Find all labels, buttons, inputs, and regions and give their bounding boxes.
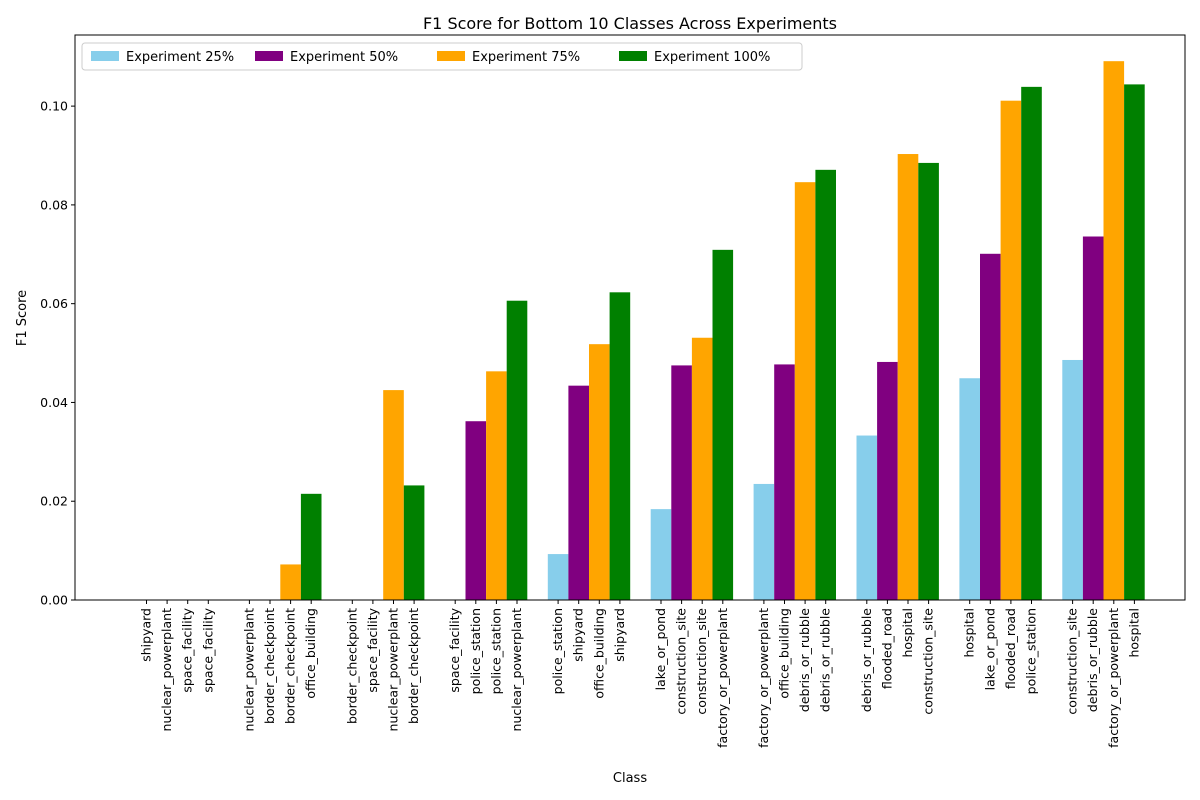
x-tick-label: border_checkpoint bbox=[262, 608, 277, 724]
x-tick-label: office_building bbox=[591, 608, 606, 699]
bar bbox=[774, 364, 795, 600]
x-tick-label: flooded_road bbox=[1003, 608, 1018, 689]
bar bbox=[918, 162, 939, 601]
x-tick-label: construction_site bbox=[694, 608, 709, 715]
x-tick-label: construction_site bbox=[921, 608, 936, 715]
x-tick-label: nuclear_powerplant bbox=[509, 608, 524, 732]
x-tick-label: space_facility bbox=[447, 607, 462, 692]
bar bbox=[794, 182, 816, 600]
x-tick-label: factory_or_powerplant bbox=[1106, 608, 1121, 748]
x-tick-label: nuclear_powerplant bbox=[241, 608, 256, 732]
x-tick-label: lake_or_pond bbox=[982, 608, 997, 690]
bar bbox=[1082, 236, 1104, 600]
bar bbox=[506, 300, 528, 600]
legend: Experiment 25% Experiment 50% Experiment 7… bbox=[81, 42, 803, 71]
bar bbox=[897, 154, 919, 600]
x-tick-label: factory_or_powerplant bbox=[756, 608, 771, 748]
y-tick-label: 0.08 bbox=[40, 197, 68, 212]
x-tick-label: border_checkpoint bbox=[344, 608, 359, 724]
legend-swatch bbox=[91, 51, 119, 61]
x-tick-label: debris_or_rubble bbox=[818, 608, 833, 712]
bar bbox=[609, 292, 631, 600]
x-tick-label: flooded_road bbox=[879, 608, 894, 689]
bar bbox=[980, 253, 1001, 601]
x-tick-label: debris_or_rubble bbox=[1085, 608, 1100, 712]
y-ticks-group: 0.00 0.02 0.04 0.06 0.08 0.10 bbox=[40, 99, 75, 608]
bar bbox=[465, 421, 487, 600]
bar bbox=[568, 385, 589, 600]
bar bbox=[1021, 86, 1042, 601]
legend-label: Experiment 100% bbox=[654, 50, 770, 65]
x-tick-label: border_checkpoint bbox=[283, 608, 298, 724]
bar bbox=[1124, 84, 1145, 600]
x-tick-label: shipyard bbox=[612, 608, 627, 662]
bar bbox=[877, 361, 898, 600]
bars-group bbox=[280, 61, 1145, 601]
y-tick-label: 0.04 bbox=[40, 395, 68, 410]
bar bbox=[280, 564, 301, 600]
bar bbox=[815, 169, 836, 600]
legend-swatch bbox=[619, 51, 647, 61]
bar bbox=[691, 337, 713, 600]
legend-label: Experiment 50% bbox=[290, 50, 398, 65]
x-tick-label: construction_site bbox=[1065, 608, 1080, 715]
legend-label: Experiment 25% bbox=[126, 50, 234, 65]
x-tick-label: police_station bbox=[488, 608, 503, 694]
x-tick-label: police_station bbox=[468, 608, 483, 694]
bar bbox=[300, 493, 322, 600]
x-tick-label: hospital bbox=[900, 608, 915, 658]
y-tick-label: 0.00 bbox=[40, 593, 68, 608]
bar bbox=[547, 554, 569, 600]
x-tick-label: shipyard bbox=[571, 608, 586, 662]
bar bbox=[671, 365, 692, 600]
x-tick-label: factory_or_powerplant bbox=[715, 608, 730, 748]
bar bbox=[1062, 359, 1083, 600]
x-tick-label: space_facility bbox=[200, 607, 215, 692]
bar bbox=[589, 344, 610, 600]
bar bbox=[712, 249, 734, 600]
x-tick-label: space_facility bbox=[180, 607, 195, 692]
x-tick-label: nuclear_powerplant bbox=[159, 608, 174, 732]
x-tick-label: office_building bbox=[303, 608, 318, 699]
y-axis-label: F1 Score bbox=[15, 290, 30, 346]
bar bbox=[383, 390, 404, 600]
x-tick-label: space_facility bbox=[365, 607, 380, 692]
x-tick-label: lake_or_pond bbox=[653, 608, 668, 690]
legend-swatch bbox=[255, 51, 283, 61]
x-ticks-group: shipyard nuclear_powerplant border_checkpo… bbox=[139, 600, 1141, 748]
x-tick-label: police_station bbox=[550, 608, 565, 694]
x-tick-label: construction_site bbox=[674, 608, 689, 715]
y-tick-label: 0.10 bbox=[40, 99, 68, 114]
bar bbox=[1103, 61, 1125, 601]
bar bbox=[403, 485, 425, 600]
y-tick-label: 0.06 bbox=[40, 296, 68, 311]
bar bbox=[486, 371, 507, 600]
x-tick-label: border_checkpoint bbox=[406, 608, 421, 724]
x-tick-label: debris_or_rubble bbox=[859, 608, 874, 712]
bar bbox=[753, 483, 775, 600]
x-tick-label: office_building bbox=[777, 608, 792, 699]
bar bbox=[959, 378, 980, 600]
bar bbox=[650, 509, 672, 600]
plot-frame bbox=[74, 34, 1186, 601]
x-tick-label: police_station bbox=[1024, 608, 1039, 694]
y-tick-label: 0.02 bbox=[40, 494, 68, 509]
x-tick-label: hospital bbox=[1126, 608, 1141, 658]
legend-label: Experiment 75% bbox=[472, 50, 580, 65]
bar bbox=[1000, 100, 1022, 600]
bar bbox=[856, 435, 878, 600]
x-tick-label: shipyard bbox=[139, 608, 154, 662]
x-tick-label: nuclear_powerplant bbox=[386, 608, 401, 732]
x-axis-label: Class bbox=[613, 771, 647, 786]
chart-title: F1 Score for Bottom 10 Classes Across Ex… bbox=[423, 14, 837, 33]
x-tick-label: hospital bbox=[962, 608, 977, 658]
legend-swatch bbox=[437, 51, 465, 61]
x-tick-label: debris_or_rubble bbox=[797, 608, 812, 712]
